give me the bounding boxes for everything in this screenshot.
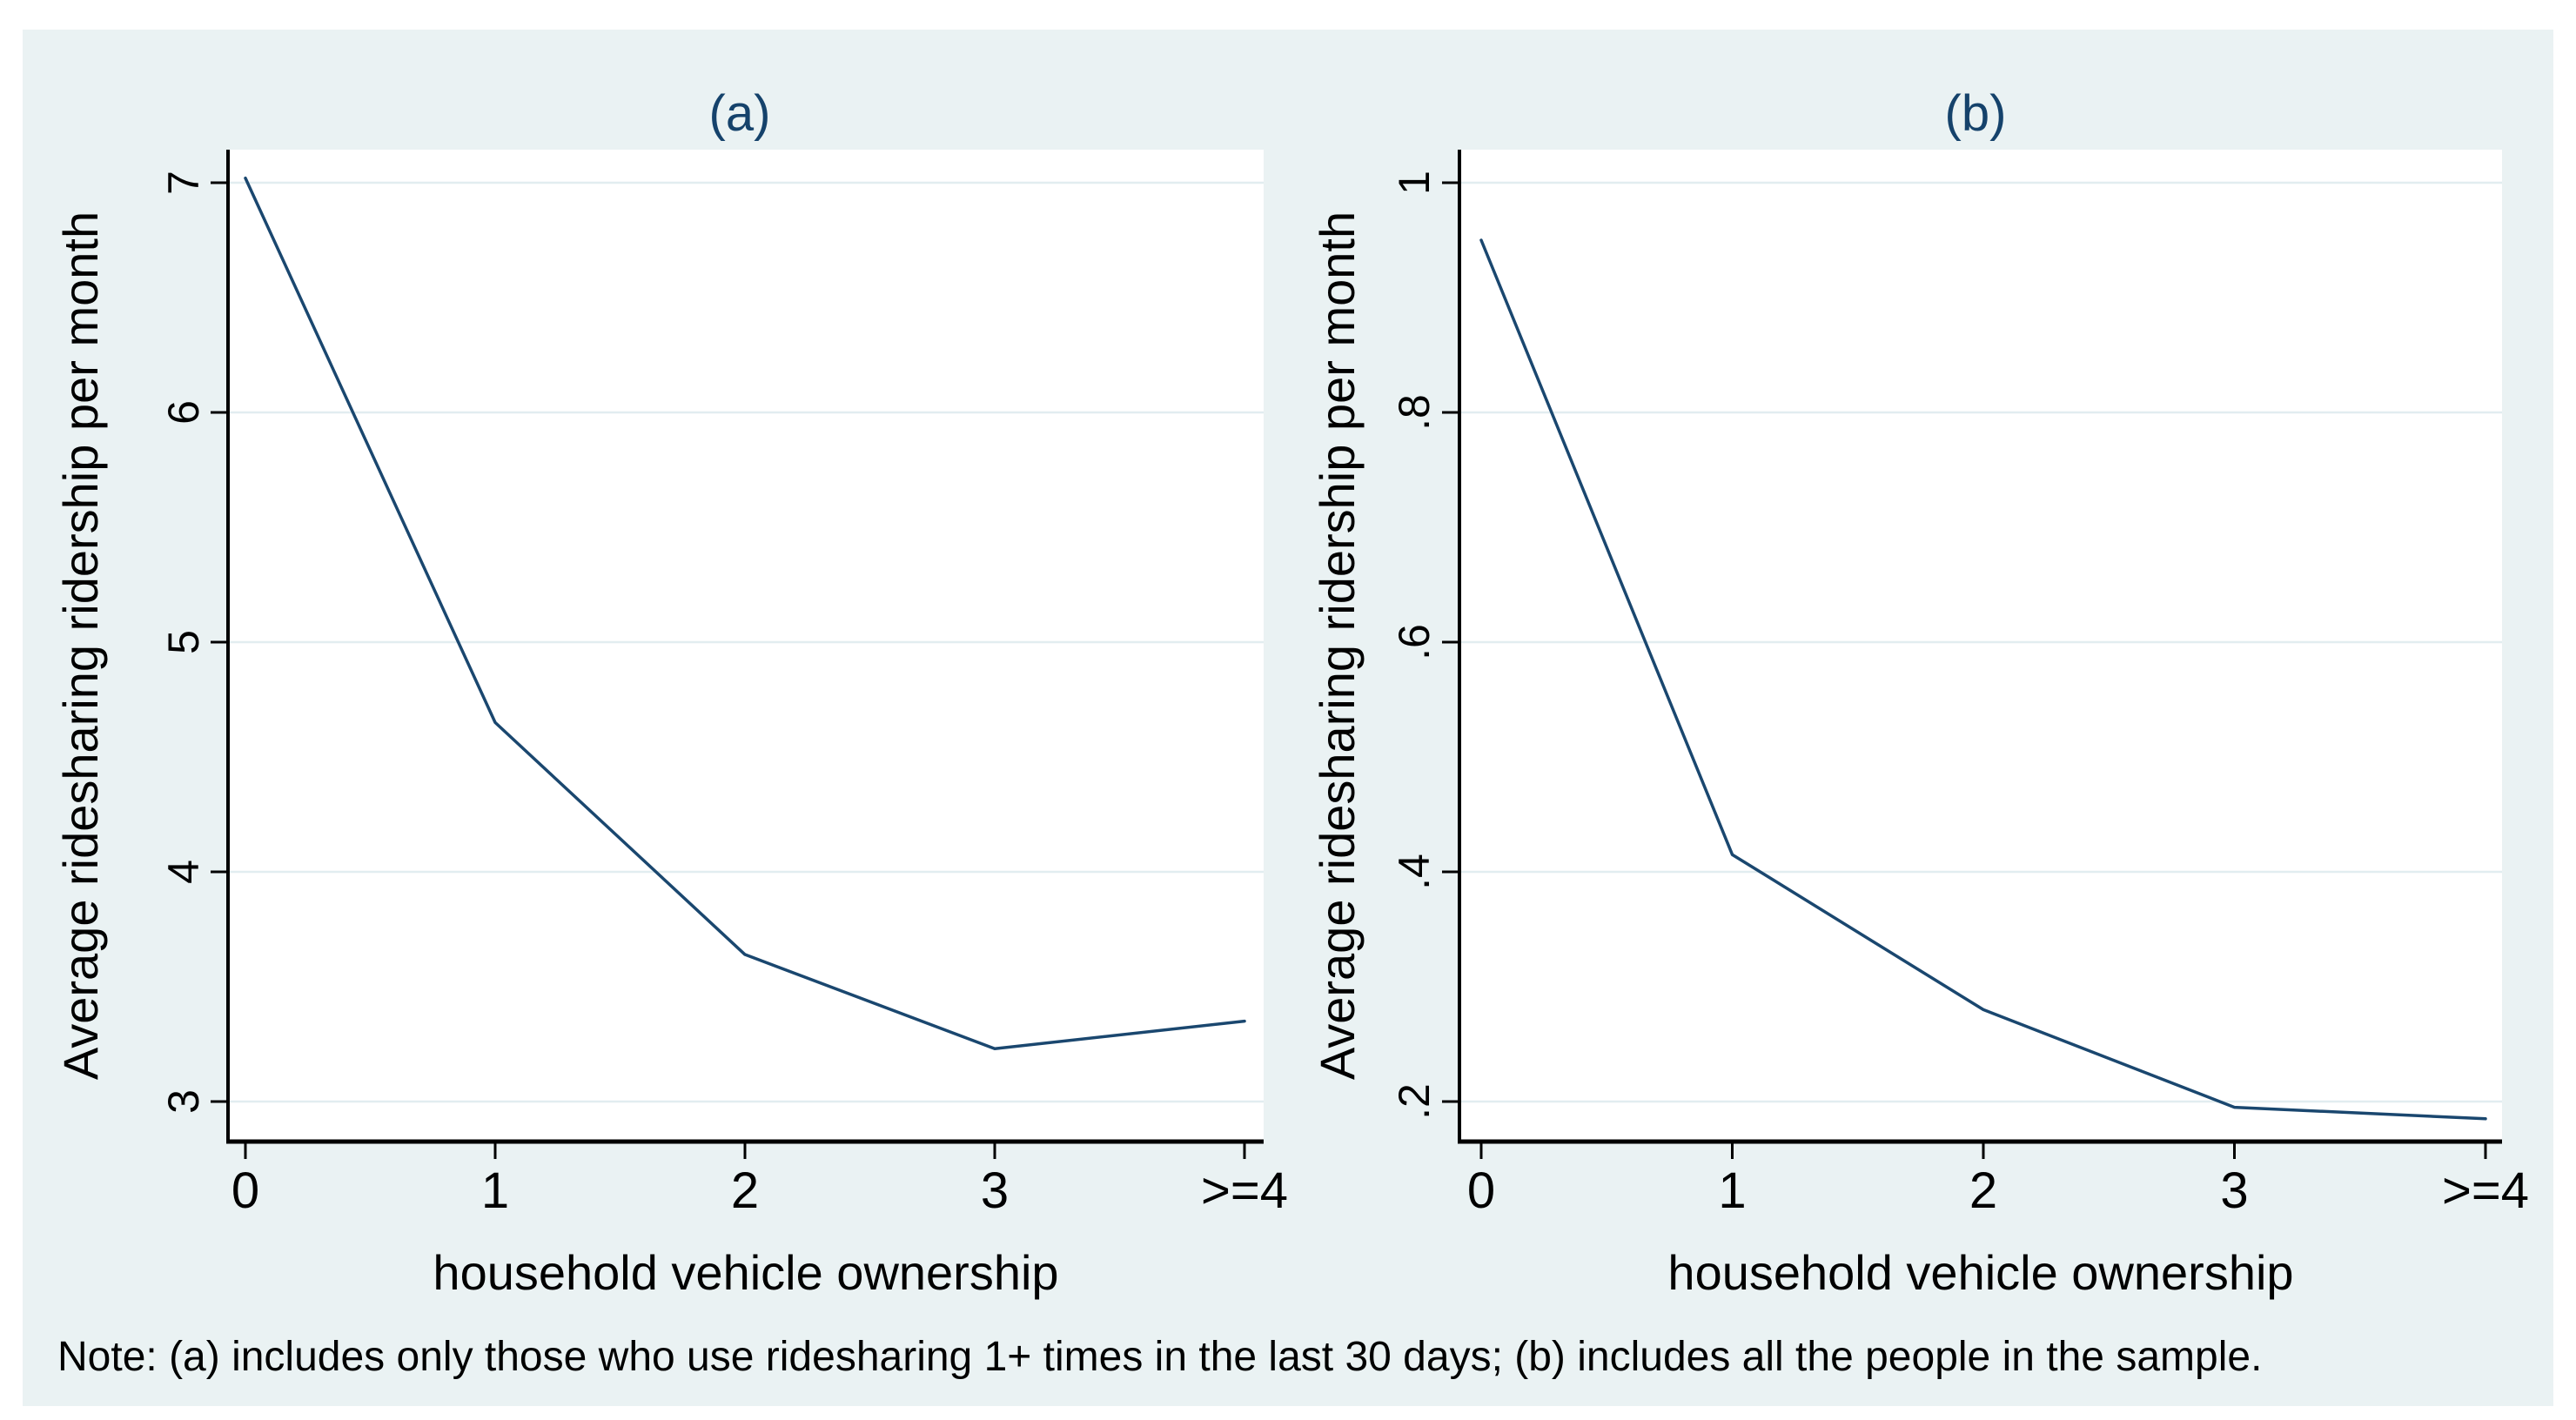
series-line: [244, 176, 1246, 1051]
plot-area: [228, 150, 1264, 1142]
y-axis-title: Average ridesharing ridership per month: [1310, 211, 1365, 1080]
y-tick-label: 4: [159, 860, 208, 884]
plot-area: [1459, 150, 2502, 1142]
y-axis-title: Average ridesharing ridership per month: [53, 211, 108, 1080]
x-tick-label: 1: [1718, 1162, 1746, 1219]
chart-title: (b): [1945, 85, 2007, 142]
x-tick-label: 3: [2220, 1162, 2248, 1219]
x-tick-label: 3: [981, 1162, 1009, 1219]
x-tick-label: 2: [1969, 1162, 1997, 1219]
series-line: [1479, 238, 2487, 1121]
x-tick-label: 0: [1467, 1162, 1495, 1219]
y-tick-label: .8: [1390, 394, 1439, 431]
chart-title: (a): [709, 85, 771, 142]
chart-panel-a: 3 4 5 6 7 0 1 2 3 >=4 (a) household vehicle ownersh…: [53, 85, 1288, 1300]
y-tick-label: .4: [1390, 854, 1439, 890]
figure-note: Note: (a) includes only those who use ri…: [57, 1334, 2262, 1380]
y-tick-label: 3: [159, 1089, 208, 1114]
x-tick-label: 0: [231, 1162, 259, 1219]
x-axis-title: household vehicle ownership: [1667, 1245, 2293, 1300]
y-tick-label: .6: [1390, 624, 1439, 660]
x-tick-label: 2: [731, 1162, 759, 1219]
y-tick-label: 5: [159, 630, 208, 654]
x-tick-label: 1: [481, 1162, 509, 1219]
chart-panel-b: .2 .4 .6 .8 1 0 1 2 3 >=4 (b) household vehicle own…: [1310, 85, 2529, 1300]
y-tick-label: 7: [159, 171, 208, 195]
x-tick-label: >=4: [1201, 1162, 1288, 1219]
y-tick-label: .2: [1390, 1083, 1439, 1120]
y-tick-label: 1: [1390, 171, 1439, 195]
x-axis-title: household vehicle ownership: [433, 1245, 1058, 1300]
y-tick-label: 6: [159, 400, 208, 425]
x-tick-label: >=4: [2442, 1162, 2529, 1219]
